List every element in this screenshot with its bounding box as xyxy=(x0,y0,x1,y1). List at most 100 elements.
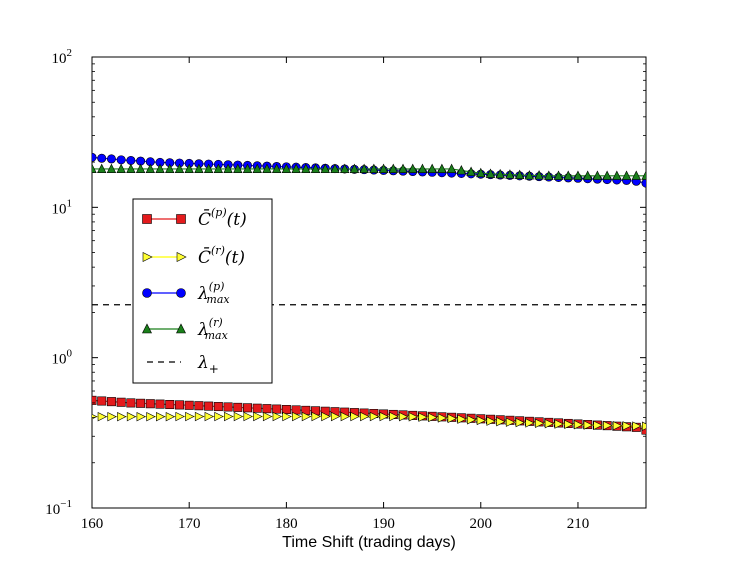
point-lambda_max_r xyxy=(437,163,447,173)
series-line-C_bar_p xyxy=(92,399,646,431)
point-lambda_max_r xyxy=(349,163,360,173)
point-lambda_max_p xyxy=(116,155,126,165)
axes-layer: 160 170 180 190 200 210 10−1 100 101 102 xyxy=(45,47,646,532)
point-lambda_max_r xyxy=(466,166,476,176)
point-lambda_max_r xyxy=(223,163,233,173)
x-tick-label: 180 xyxy=(275,516,298,532)
point-C_bar_r xyxy=(185,411,195,422)
point-lambda_max_r xyxy=(592,170,603,180)
legend-marker-lambda_max_p xyxy=(142,288,152,298)
point-C_bar_p xyxy=(204,401,214,411)
point-C_bar_r xyxy=(476,415,487,426)
point-C_bar_r xyxy=(457,414,467,424)
point-lambda_max_r xyxy=(641,170,646,180)
point-C_bar_r xyxy=(126,411,137,422)
legend-marker-lambda_max_r xyxy=(142,323,152,334)
point-C_bar_r xyxy=(515,417,526,428)
point-lambda_max_r xyxy=(310,163,321,173)
point-C_bar_r xyxy=(360,411,370,422)
point-C_bar_r xyxy=(282,411,292,422)
point-C_bar_p xyxy=(174,400,184,410)
point-lambda_max_r xyxy=(184,163,194,173)
point-lambda_max_r xyxy=(242,163,253,173)
point-C_bar_r xyxy=(330,411,341,422)
point-lambda_max_r xyxy=(612,170,622,180)
point-lambda_max_r xyxy=(563,170,573,180)
point-C_bar_r xyxy=(583,420,594,430)
x-tick-label: 160 xyxy=(81,516,104,532)
point-C_bar_r xyxy=(593,420,603,430)
point-lambda_max_p xyxy=(92,152,97,162)
point-C_bar_r xyxy=(146,411,156,422)
point-C_bar_r xyxy=(350,411,360,422)
point-C_bar_p xyxy=(281,405,291,415)
legend-label-lambda_max_p: λ(p) max xyxy=(197,280,230,306)
point-lambda_max_r xyxy=(408,163,418,173)
point-lambda_max_r xyxy=(97,163,107,173)
point-C_bar_r xyxy=(525,418,535,428)
legend-marker-C_bar_r xyxy=(176,252,187,262)
point-lambda_max_r xyxy=(476,167,486,178)
legend-box xyxy=(132,198,273,384)
point-lambda_max_r xyxy=(544,170,554,180)
point-lambda_max_p xyxy=(126,155,136,165)
point-lambda_max_r xyxy=(252,163,262,173)
point-C_bar_r xyxy=(564,419,574,430)
point-C_bar_r xyxy=(321,411,331,422)
point-C_bar_r xyxy=(573,420,584,430)
point-C_bar_r xyxy=(233,411,244,422)
point-C_bar_p xyxy=(243,403,253,413)
point-C_bar_r xyxy=(603,420,613,431)
point-C_bar_p xyxy=(126,398,136,408)
point-C_bar_r xyxy=(301,411,312,422)
point-C_bar_r xyxy=(612,420,623,431)
point-C_bar_r xyxy=(505,417,516,427)
point-lambda_max_r xyxy=(301,163,311,173)
point-lambda_max_r xyxy=(631,170,641,180)
point-C_bar_r xyxy=(262,411,273,422)
point-C_bar_r xyxy=(194,411,205,422)
point-lambda_max_r xyxy=(145,163,156,173)
point-lambda_max_r xyxy=(505,169,515,179)
point-lambda_max_r xyxy=(291,163,301,173)
point-lambda_max_p xyxy=(641,178,646,188)
point-C_bar_p xyxy=(165,400,175,410)
point-C_bar_r xyxy=(544,418,555,429)
point-C_bar_p xyxy=(194,401,204,411)
point-C_bar_r xyxy=(632,421,642,431)
point-lambda_max_r xyxy=(330,163,340,173)
point-C_bar_p xyxy=(262,404,272,414)
point-lambda_max_r xyxy=(534,170,544,180)
point-C_bar_p xyxy=(213,402,223,412)
point-C_bar_p xyxy=(106,397,116,407)
point-lambda_max_p xyxy=(97,153,107,163)
point-lambda_max_r xyxy=(359,163,369,173)
legend-label-lambda_max_r: λ(r) max xyxy=(197,316,229,342)
point-lambda_max_r xyxy=(126,163,136,173)
point-C_bar_r xyxy=(224,411,234,422)
point-C_bar_p xyxy=(92,395,97,405)
point-C_bar_r xyxy=(117,411,127,422)
x-tick-label: 210 xyxy=(567,516,590,532)
point-C_bar_r xyxy=(447,413,457,424)
y-tick-label: 100 xyxy=(52,348,73,368)
point-lambda_max_r xyxy=(378,163,389,173)
x-tick-label: 170 xyxy=(178,516,201,532)
point-C_bar_r xyxy=(175,411,185,422)
legend-marker-lambda_max_p xyxy=(176,288,186,298)
point-C_bar_p xyxy=(145,399,155,409)
point-C_bar_p xyxy=(184,400,194,410)
series-group xyxy=(92,152,646,435)
point-C_bar_r xyxy=(165,411,176,422)
x-tick-label: 190 xyxy=(372,516,395,532)
point-C_bar_r xyxy=(253,411,263,422)
point-lambda_max_r xyxy=(427,163,437,173)
x-axis-title: Time Shift (trading days) xyxy=(282,534,456,551)
point-C_bar_r xyxy=(292,411,302,422)
point-C_bar_r xyxy=(97,411,108,422)
point-lambda_max_r xyxy=(92,163,97,173)
legend-marker-C_bar_p xyxy=(142,214,152,224)
point-C_bar_r xyxy=(408,412,419,422)
point-lambda_max_r xyxy=(514,169,525,180)
point-C_bar_r xyxy=(107,411,117,422)
